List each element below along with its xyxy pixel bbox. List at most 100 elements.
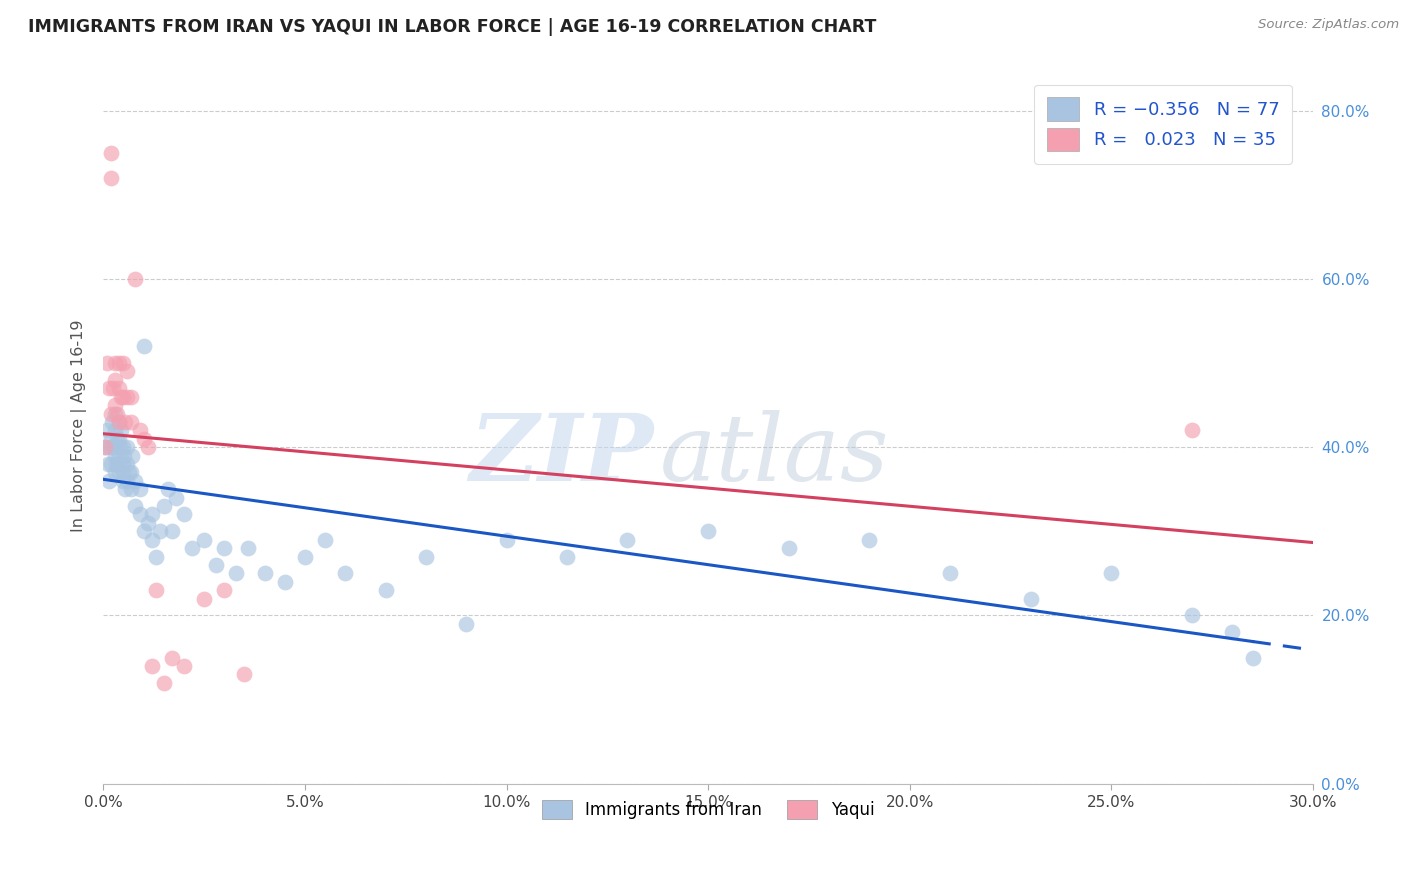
Point	[100, 440, 122, 454]
Point	[112, 457, 135, 471]
Point	[108, 415, 131, 429]
Point	[124, 499, 146, 513]
Point	[128, 508, 150, 522]
Point	[120, 482, 142, 496]
Point	[233, 667, 256, 681]
Point	[94, 440, 117, 454]
Point	[110, 423, 132, 437]
Point	[117, 440, 139, 454]
Point	[145, 583, 167, 598]
Point	[152, 499, 174, 513]
Point	[120, 466, 142, 480]
Point	[120, 390, 142, 404]
Point	[101, 415, 124, 429]
Point	[374, 583, 396, 598]
Point	[104, 373, 127, 387]
Point	[100, 407, 122, 421]
Point	[314, 533, 336, 547]
Point	[108, 466, 131, 480]
Point	[173, 659, 195, 673]
Point	[1019, 591, 1042, 606]
Point	[112, 440, 135, 454]
Point	[132, 432, 155, 446]
Point	[108, 457, 131, 471]
Point	[181, 541, 204, 556]
Point	[97, 457, 120, 471]
Point	[108, 381, 131, 395]
Point	[193, 533, 215, 547]
Text: Source: ZipAtlas.com: Source: ZipAtlas.com	[1258, 18, 1399, 31]
Point	[145, 549, 167, 564]
Point	[141, 659, 163, 673]
Point	[273, 574, 295, 589]
Point	[156, 482, 179, 496]
Point	[100, 170, 122, 185]
Point	[104, 407, 127, 421]
Point	[96, 423, 118, 437]
Text: ZIP: ZIP	[470, 409, 654, 500]
Legend: Immigrants from Iran, Yaqui: Immigrants from Iran, Yaqui	[536, 793, 882, 825]
Point	[98, 474, 121, 488]
Point	[132, 339, 155, 353]
Point	[1099, 566, 1122, 581]
Point	[117, 390, 139, 404]
Text: IMMIGRANTS FROM IRAN VS YAQUI IN LABOR FORCE | AGE 16-19 CORRELATION CHART: IMMIGRANTS FROM IRAN VS YAQUI IN LABOR F…	[28, 18, 876, 36]
Point	[495, 533, 517, 547]
Point	[104, 356, 127, 370]
Text: atlas: atlas	[659, 409, 889, 500]
Point	[108, 449, 131, 463]
Point	[173, 508, 195, 522]
Point	[128, 423, 150, 437]
Point	[225, 566, 247, 581]
Point	[117, 474, 139, 488]
Point	[136, 440, 159, 454]
Point	[121, 449, 143, 463]
Point	[118, 466, 141, 480]
Point	[105, 407, 128, 421]
Point	[205, 558, 228, 572]
Point	[105, 457, 128, 471]
Point	[858, 533, 880, 547]
Point	[100, 145, 122, 160]
Point	[238, 541, 260, 556]
Point	[108, 356, 131, 370]
Point	[253, 566, 276, 581]
Point	[160, 650, 183, 665]
Point	[117, 457, 139, 471]
Point	[103, 440, 125, 454]
Point	[456, 616, 478, 631]
Point	[104, 466, 127, 480]
Point	[104, 449, 127, 463]
Point	[117, 364, 139, 378]
Point	[136, 516, 159, 530]
Point	[112, 466, 135, 480]
Point	[1181, 608, 1204, 623]
Point	[294, 549, 316, 564]
Point	[555, 549, 578, 564]
Point	[112, 356, 135, 370]
Point	[616, 533, 638, 547]
Point	[105, 432, 128, 446]
Point	[141, 508, 163, 522]
Point	[141, 533, 163, 547]
Point	[165, 491, 187, 505]
Point	[108, 440, 131, 454]
Point	[114, 482, 136, 496]
Point	[415, 549, 437, 564]
Point	[212, 583, 235, 598]
Point	[149, 524, 172, 539]
Point	[108, 415, 131, 429]
Point	[104, 398, 127, 412]
Point	[124, 474, 146, 488]
Point	[939, 566, 962, 581]
Point	[128, 482, 150, 496]
Point	[110, 390, 132, 404]
Point	[1241, 650, 1264, 665]
Point	[103, 381, 125, 395]
Point	[778, 541, 800, 556]
Point	[697, 524, 720, 539]
Point	[112, 390, 135, 404]
Point	[104, 423, 127, 437]
Point	[114, 415, 136, 429]
Point	[100, 432, 122, 446]
